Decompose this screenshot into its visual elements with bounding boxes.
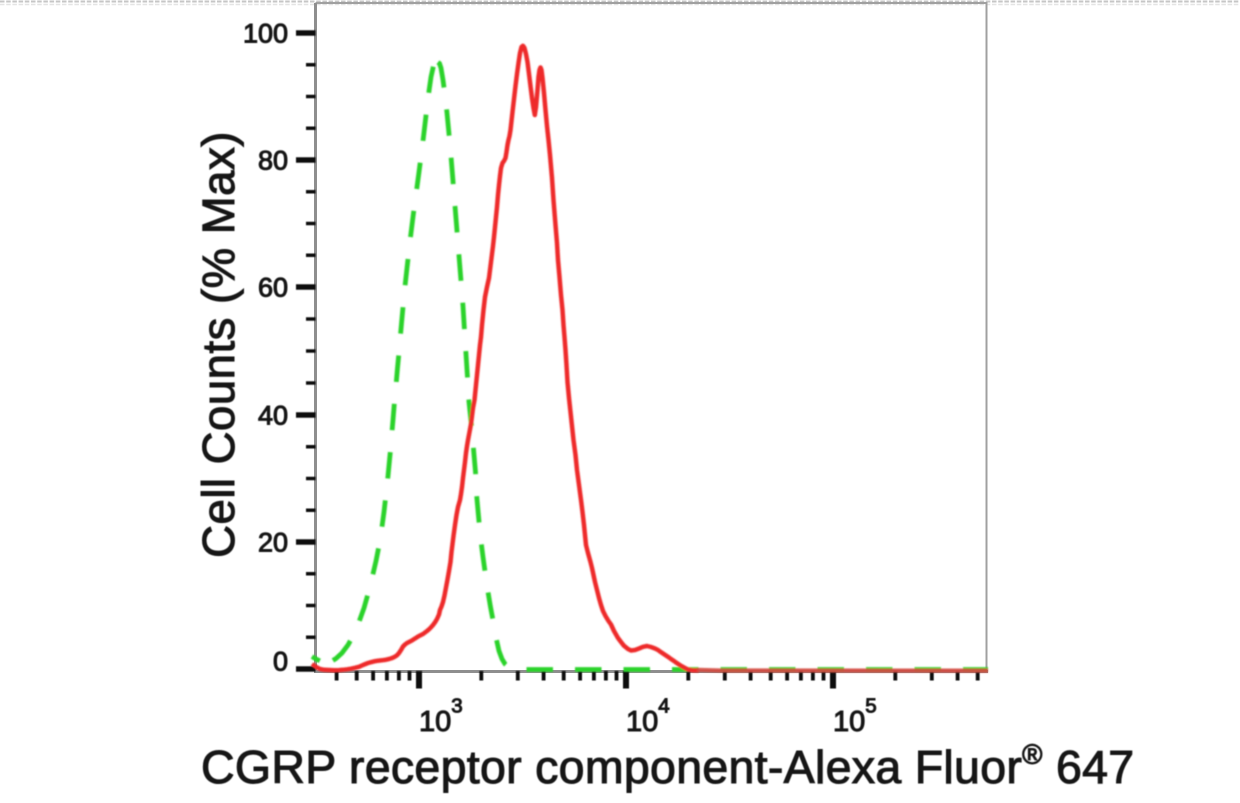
svg-text:20: 20: [258, 528, 288, 558]
svg-text:40: 40: [258, 401, 288, 431]
svg-text:60: 60: [258, 273, 288, 303]
svg-text:0: 0: [273, 647, 288, 677]
svg-text:Cell Counts (% Max): Cell Counts (% Max): [193, 131, 244, 558]
svg-text:100: 100: [243, 19, 288, 49]
svg-text:80: 80: [258, 146, 288, 176]
svg-text:CGRP receptor component-Alexa: CGRP receptor component-Alexa Fluor® 647: [201, 739, 1134, 793]
